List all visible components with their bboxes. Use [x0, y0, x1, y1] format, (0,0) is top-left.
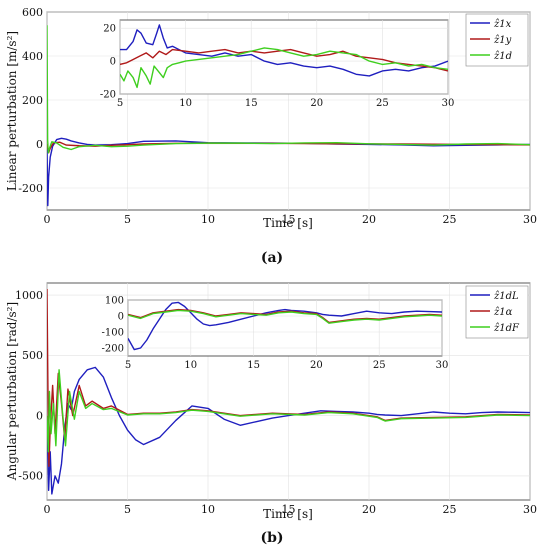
legend-label-z1dL: ẑ1dL: [493, 291, 519, 302]
panel-b-label: (b): [260, 530, 283, 546]
panel-b-legend: ẑ1dL ẑ1α ẑ1dF: [465, 285, 529, 339]
y-tick-label: -500: [18, 470, 43, 483]
y-tick-label: 20: [103, 24, 116, 35]
legend-label-z1y: ẑ1y: [493, 35, 512, 46]
x-tick-label: 5: [124, 213, 131, 226]
x-tick-label: 25: [373, 360, 386, 371]
x-tick-label: 15: [282, 503, 296, 516]
series-line: [128, 308, 442, 324]
y-tick-label: 0: [36, 409, 43, 422]
y-tick-label: -20: [100, 90, 116, 101]
legend-label-z1alpha: ẑ1α: [493, 307, 513, 318]
x-tick-label: 5: [117, 98, 123, 109]
y-tick-label: 100: [105, 296, 124, 307]
panel-a-inset-y-ticks: -20 0 20: [100, 24, 116, 101]
x-tick-label: 30: [436, 360, 449, 371]
x-tick-label: 30: [442, 98, 455, 109]
panel-a-label: (a): [261, 250, 283, 266]
y-tick-label: 1000: [15, 289, 43, 302]
legend-label-z1x: ẑ1x: [493, 19, 512, 30]
panel-b-series: [47, 289, 530, 495]
y-tick-label: -100: [102, 328, 124, 339]
y-tick-label: 400: [22, 50, 43, 63]
x-tick-label: 25: [443, 503, 457, 516]
panel-a-y-ticks: -200 0 200 400 600: [18, 6, 43, 195]
x-tick-label: 10: [201, 503, 215, 516]
panel-a-legend: ẑ1x ẑ1y ẑ1d: [465, 13, 529, 67]
panel-a-inset-grid: [119, 20, 449, 95]
y-tick-label: 600: [22, 6, 43, 19]
series-line: [120, 24, 448, 77]
series-line: [128, 309, 442, 324]
series-line: [47, 369, 530, 453]
x-tick-label: 25: [376, 98, 389, 109]
x-tick-label: 5: [124, 503, 131, 516]
panel-b-y-label: Angular perturbation [rad/s²]: [5, 302, 19, 481]
y-tick-label: -200: [102, 344, 124, 355]
y-tick-label: -200: [18, 182, 43, 195]
panel-a-x-ticks: 0 5 10 15 20 25 30: [44, 213, 538, 226]
x-tick-label: 0: [44, 213, 51, 226]
y-tick-label: 500: [22, 349, 43, 362]
panel-b-inset-grid: [127, 299, 443, 356]
y-tick-label: 0: [110, 57, 116, 68]
series-line: [47, 25, 530, 154]
series-line: [120, 47, 448, 89]
x-tick-label: 5: [125, 360, 131, 371]
x-tick-label: 20: [310, 98, 323, 109]
x-tick-label: 25: [443, 213, 457, 226]
panel-b-x-label: Time [s]: [263, 507, 313, 521]
x-tick-label: 15: [282, 213, 296, 226]
x-tick-label: 10: [179, 98, 192, 109]
panel-a-series: [47, 25, 530, 207]
x-tick-label: 15: [245, 98, 258, 109]
x-tick-label: 20: [362, 213, 376, 226]
panel-a-inset-area: [119, 19, 449, 95]
panel-a-inset-series: [120, 24, 448, 89]
panel-b-y-ticks: -500 0 500 1000: [15, 289, 43, 483]
panel-b-inset-x-ticks: 5 10 15 20 25 30: [125, 360, 449, 371]
x-tick-label: 20: [310, 360, 323, 371]
y-tick-label: 200: [22, 94, 43, 107]
legend-label-z1dF: ẑ1dF: [493, 323, 520, 334]
y-tick-label: 0: [36, 138, 43, 151]
x-tick-label: 30: [523, 503, 537, 516]
x-tick-label: 15: [247, 360, 260, 371]
x-tick-label: 30: [523, 213, 537, 226]
panel-a-x-label: Time [s]: [263, 216, 313, 230]
panel-b-inset-area: [127, 299, 443, 357]
panel-b-inset-series: [128, 301, 442, 351]
y-tick-label: 0: [118, 312, 124, 323]
x-tick-label: 0: [44, 503, 51, 516]
series-line: [120, 48, 448, 72]
x-tick-label: 10: [201, 213, 215, 226]
legend-label-z1d: ẑ1d: [493, 51, 512, 62]
x-tick-label: 10: [184, 360, 197, 371]
panel-a-inset-x-ticks: 5 10 15 20 25 30: [117, 98, 455, 109]
panel-b-inset-y-ticks: -200 -100 0 100: [102, 296, 124, 355]
x-tick-label: 20: [362, 503, 376, 516]
panel-b-x-ticks: 0 5 10 15 20 25 30: [44, 503, 538, 516]
panel-a-y-label: Linear perturbation [m/s²]: [5, 31, 19, 191]
